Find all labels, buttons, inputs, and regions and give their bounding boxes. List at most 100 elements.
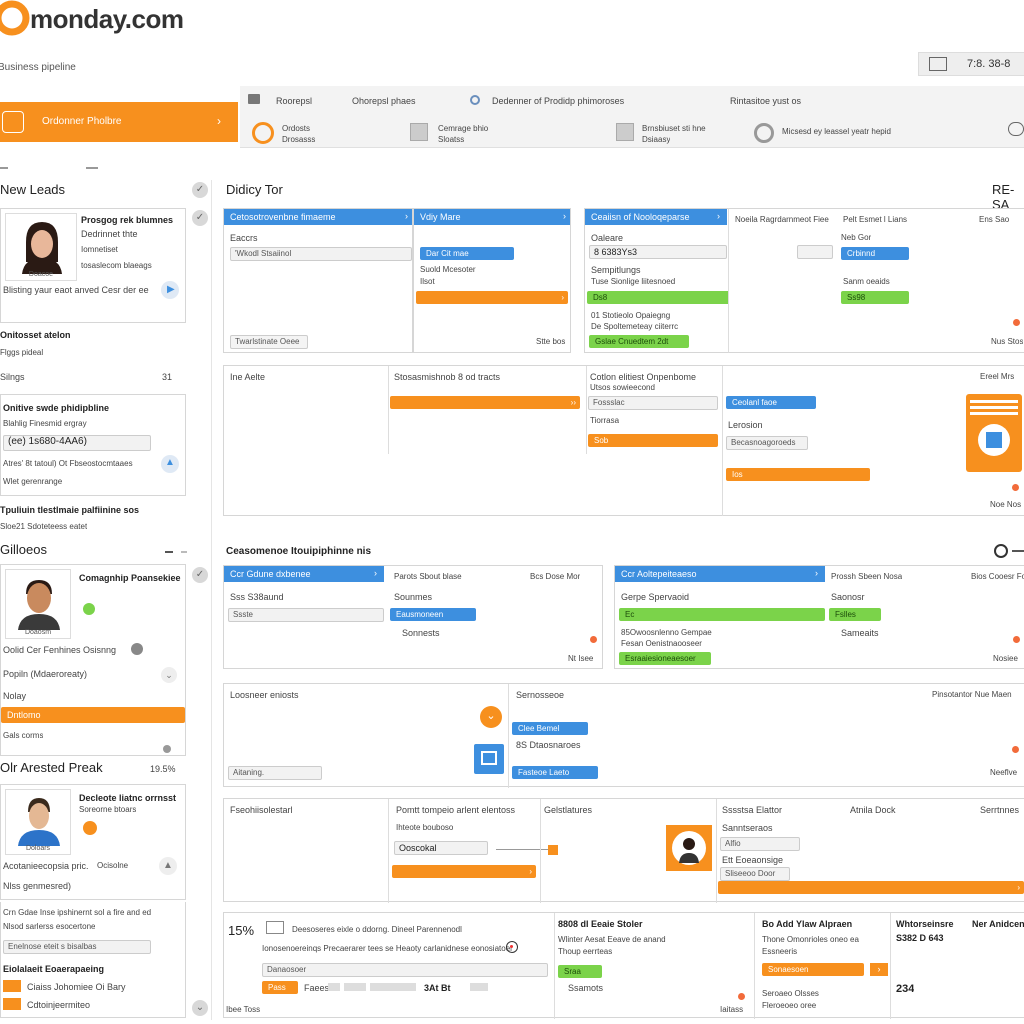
group5-panel[interactable]: Fseohiisolestarl Pomtt tompeio arlent el… — [223, 798, 1024, 903]
printer-icon[interactable] — [248, 94, 260, 104]
g5-col4-sub3[interactable]: Sliseeoo Door — [720, 867, 790, 881]
g6-col3-bar[interactable]: Sonaesoen — [762, 963, 864, 976]
g1-card3-green[interactable]: Gslae Cnuedtem 2dt — [589, 335, 689, 348]
toolbar-row2-2a[interactable]: Cemrage bhio — [438, 124, 489, 133]
g3-card1[interactable]: Ccr Gdune dxbenee › Sss S38aund Ssste Pa… — [223, 565, 603, 669]
g3-card1-header[interactable]: Ccr Gdune dxbenee — [224, 566, 384, 582]
g3-card1-col2-sub2: Sonnests — [402, 628, 440, 638]
arrested-card-2[interactable]: Crn Gdae Inse ipshinernt sol a fire and … — [0, 902, 186, 1018]
g1-card4-col3: Ens Sao — [979, 215, 1010, 224]
record-icon[interactable] — [754, 123, 774, 143]
g3-card2-line2: Fesan Oenistnaooseer — [621, 639, 702, 648]
g1-card2-bar1[interactable]: Dar Cit mae — [420, 247, 514, 260]
g6-col2-green[interactable]: Sraa — [558, 965, 602, 978]
g1-card1[interactable]: Cetosotrovenbne fimaeme › Eaccrs 'Wkodl … — [223, 208, 413, 353]
g1-card4-bar2[interactable]: Ss98 — [841, 291, 909, 304]
box-icon-2[interactable] — [616, 123, 634, 141]
monday-logo[interactable]: monday.com — [0, 0, 202, 40]
g3-card2[interactable]: Ccr Aoltepeiteaeso › Gerpe Spervaoid Ec … — [614, 565, 1024, 669]
g5-person-thumbnail[interactable] — [666, 825, 712, 871]
chevron-down-icon[interactable]: ⌄ — [161, 667, 177, 683]
new-leads-check-button-2[interactable]: ✓ — [192, 210, 208, 226]
section3-card[interactable]: Onitive swde phidipbline Blahlig Finesmi… — [0, 394, 186, 496]
group6-panel[interactable]: 15% Deesoseres eixle o ddorng. Dineel Pa… — [223, 912, 1024, 1019]
g5-col4-progress[interactable]: › — [718, 881, 1024, 894]
galleos-card[interactable]: Doaosm Comagnhip Poansekiee Oolid Cer Fe… — [0, 564, 186, 756]
g1-card2-progress[interactable]: › — [416, 291, 568, 304]
topbar-clock-widget[interactable]: 7:8. 38-8 — [918, 52, 1024, 76]
g1-card3-field[interactable]: 8 6383Ys3 — [589, 245, 727, 259]
g3-card1-col2-bar[interactable]: Eausmoneen — [390, 608, 476, 621]
g3-card1-field[interactable]: Ssste — [228, 608, 384, 622]
g4-col1-field[interactable]: Aitaning. — [228, 766, 322, 780]
chat-icon[interactable] — [1008, 122, 1024, 136]
record-icon[interactable] — [506, 941, 518, 953]
g2-col4-bar[interactable]: Ceolanl faoe — [726, 396, 816, 409]
g2-col4-bar2[interactable]: Ios — [726, 468, 870, 481]
galleos-selected-row[interactable]: Dntlomo — [1, 707, 185, 723]
g3-card2-header[interactable]: Ccr Aoltepeiteaeso — [615, 566, 825, 582]
toolbar-item-1[interactable]: Roorepsl — [276, 96, 313, 106]
g4-bar2[interactable]: Fasteoe Laeto — [512, 766, 598, 779]
triangle-up-icon[interactable]: ▲ — [161, 455, 179, 473]
arrested-item-2[interactable]: Cdtoinjeermiteo — [27, 1000, 91, 1010]
g1-card4[interactable]: Noeila Ragrdarnmeot Fiee Pelt Esmet l Li… — [728, 208, 1024, 353]
g1-card1-footer[interactable]: Twarlstinate Oeee — [230, 335, 308, 349]
g1-card1-header[interactable]: Cetosotrovenbne fimaeme — [224, 209, 412, 225]
arrested-item-1[interactable]: Ciaiss Johomiee Oi Bary — [27, 982, 126, 992]
g3-card1-sub: Sss S38aund — [230, 592, 284, 602]
toolbar-row2-1a[interactable]: Ordosts — [282, 124, 311, 133]
g3-card2-bar[interactable]: Ec — [619, 608, 825, 621]
box-icon[interactable] — [410, 123, 428, 141]
mail-icon[interactable] — [266, 921, 284, 934]
new-leads-check-button[interactable]: ✓ — [192, 182, 208, 198]
g1-card3-header[interactable]: Ceaiisn of Nooloqeparse — [585, 209, 727, 225]
g2-progress[interactable]: ›› — [390, 396, 580, 409]
g2-col3-bar[interactable]: Sob — [588, 434, 718, 447]
orange-chevron-down-icon[interactable]: ⌄ — [480, 706, 502, 728]
toolbar-row2-3a[interactable]: Brnsbiuset sti hne — [642, 124, 706, 133]
group2-panel[interactable]: Ine Aelte Stosasmishnob 8 od tracts ›› C… — [223, 365, 1024, 516]
galleos-check-button[interactable]: ✓ — [192, 567, 208, 583]
g5-separator-2 — [540, 799, 541, 903]
g2-col3-field[interactable]: Fossslac — [588, 396, 718, 410]
clock-icon[interactable] — [994, 544, 1008, 558]
g6-bar[interactable]: Pass — [262, 981, 298, 994]
arrested-card[interactable]: Doloars Decleote liatnc orrnsst Soreorne… — [0, 784, 186, 900]
phone-field[interactable]: (ee) 1s680-4AA6) — [3, 435, 151, 451]
g2-col4-field[interactable]: Becasnoagoroeds — [726, 436, 808, 450]
arrested-field[interactable]: Enelnose eteit s bisalbas — [3, 940, 151, 954]
toolbar-item-2[interactable]: Ohorepsl phaes — [352, 96, 416, 106]
g1-card2-header[interactable]: Vdiy Mare — [414, 209, 570, 225]
play-icon[interactable]: ▶ — [161, 281, 179, 299]
target-icon[interactable] — [252, 122, 274, 144]
g6-col3-arrow[interactable]: › — [870, 963, 888, 976]
g3-card2-green[interactable]: Esraaiesioneaesoer — [619, 652, 711, 665]
g1-card1-field[interactable]: 'Wkodl Stsaiinol — [230, 247, 412, 261]
g2-col5: Ereel Mrs — [980, 372, 1015, 381]
arrow-up-icon[interactable]: ▲ — [159, 857, 177, 875]
g5-col4-field[interactable]: Alfio — [720, 837, 800, 851]
calculator-icon[interactable] — [474, 744, 504, 774]
g4-bar1[interactable]: Clee Bemel — [512, 722, 588, 735]
minimize-icon[interactable] — [165, 551, 173, 553]
new-leads-card[interactable]: Doacoe Prosgog rek blumnes Dedrinnet tht… — [0, 208, 186, 323]
sidebar-nav-active[interactable]: Ordonner Pholbre › — [0, 102, 238, 142]
section2-board-title: Ceasomenoe Itouipiphinne nis — [226, 546, 372, 557]
toolbar-item-4[interactable]: Rintasitoe yust os — [730, 96, 802, 106]
arrested-expand-button[interactable]: ⌄ — [192, 1000, 208, 1016]
g1-card2[interactable]: Vdiy Mare › Dar Cit mae Suold Mcesoter I… — [413, 208, 571, 353]
g1-card4-bar1[interactable]: Crbinnd — [841, 247, 909, 260]
arrested-line1: Acotanieecopsia pric. — [3, 861, 89, 871]
g2-document-thumbnail[interactable] — [966, 394, 1022, 472]
g5-col2-field[interactable]: Ooscokal — [394, 841, 488, 855]
toolbar-row2-4[interactable]: Micsesd ey leassel yeatr hepid — [782, 127, 891, 136]
g1-card4-field[interactable] — [797, 245, 833, 259]
toolbar-item-3[interactable]: Dedenner of Prodidp phimoroses — [492, 96, 625, 106]
group4-panel[interactable]: Loosneer eniosts Aitaning. ⌄ Sernosseoe … — [223, 683, 1024, 788]
g6-col3-sub4: Fleroeoeo oree — [762, 1001, 817, 1010]
g5-progress[interactable]: › — [392, 865, 536, 878]
g3-card2-col2-bar[interactable]: Fslles — [829, 608, 881, 621]
gear-icon[interactable] — [470, 95, 480, 105]
g6-field[interactable]: Danaosoer — [262, 963, 548, 977]
